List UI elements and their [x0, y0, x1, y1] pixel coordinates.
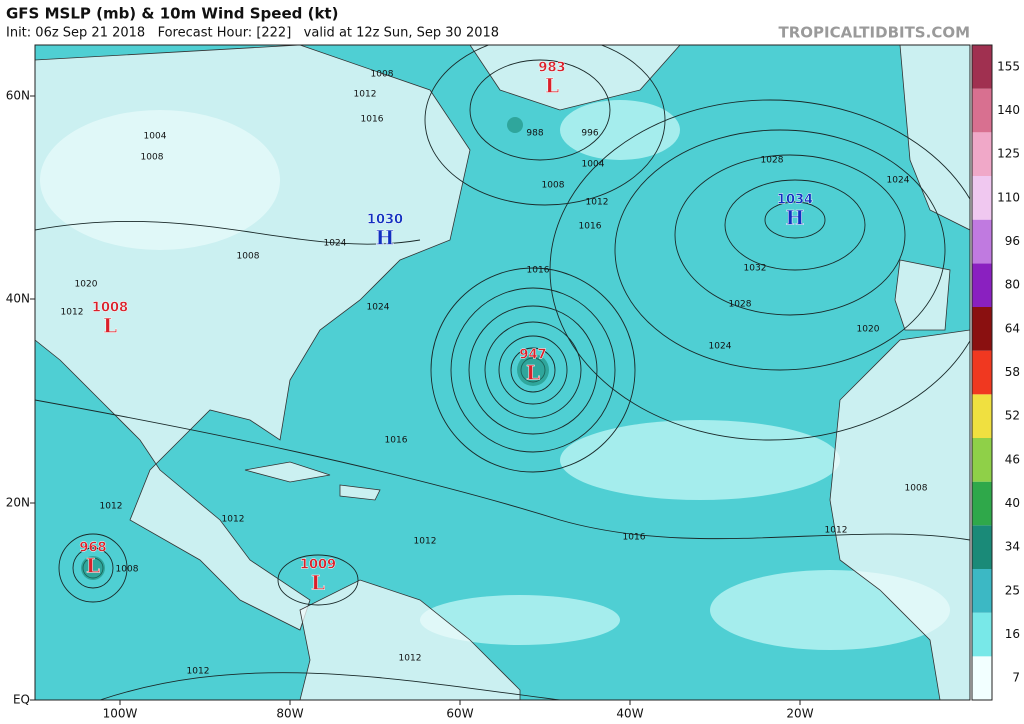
isobar-label: 1012: [354, 90, 377, 100]
isobar-label: 1008: [371, 70, 394, 80]
colorbar-band: [972, 132, 992, 176]
colorbar-band: [972, 656, 992, 700]
colorbar-label: 64: [1005, 321, 1020, 335]
isobar-label: 1024: [709, 342, 732, 352]
isobar-label: 1012: [399, 654, 422, 664]
map-area: 1008 1012 1004 1008 1016 988 996 1004 1008 1012 10…: [35, 45, 970, 700]
colorbar-label: 125: [997, 147, 1020, 161]
lon-label: 20W: [786, 707, 813, 721]
pressure-value: 947: [519, 348, 546, 363]
colorbar-label: 46: [1005, 452, 1020, 466]
isobar-label: 1004: [144, 132, 167, 142]
colorbar-band: [972, 88, 992, 133]
pressure-center: L: [311, 571, 325, 595]
lon-label: 40W: [616, 707, 643, 721]
isobar-label: 1004: [582, 160, 605, 170]
colorbar-label: 52: [1005, 409, 1020, 423]
colorbar-band: [972, 263, 992, 307]
colorbar-label: 110: [997, 190, 1020, 204]
colorbar-label: 155: [997, 59, 1020, 73]
colorbar-band: [972, 45, 992, 89]
isobar-label: 1012: [222, 515, 245, 525]
lon-label: 60W: [446, 707, 473, 721]
lat-label: 60N: [6, 89, 30, 103]
isobar-label: 1032: [744, 264, 767, 274]
colorbar-band: [972, 525, 992, 569]
isobar-label: 1012: [61, 308, 84, 318]
isobar-label: 1008: [905, 484, 928, 494]
isobar-label: 1020: [75, 280, 98, 290]
colorbar-frame: [971, 44, 993, 701]
colorbar-label: 80: [1005, 278, 1020, 292]
colorbar-label: 34: [1005, 540, 1020, 554]
isobar-label: 988: [526, 129, 543, 139]
isobar-label: 1016: [527, 266, 550, 276]
isobar-label: 1012: [825, 526, 848, 536]
lat-label: 40N: [6, 292, 30, 306]
isobar-label: 1008: [237, 252, 260, 262]
map-frame: [34, 44, 971, 701]
isobar-label: 1028: [761, 156, 784, 166]
pressure-value: 1034: [777, 193, 813, 208]
isobar-label: 1016: [361, 115, 384, 125]
isobar-label: 1016: [623, 533, 646, 543]
isobar-label: 1024: [887, 176, 910, 186]
pressure-center: H: [786, 206, 805, 230]
pressure-center: L: [86, 554, 100, 578]
pressure-value: 983: [538, 61, 565, 76]
pressure-value: 1009: [300, 558, 336, 573]
colorbar-label: 7: [1012, 671, 1020, 685]
pressure-value: 1008: [92, 301, 128, 316]
colorbar-label: 40: [1005, 496, 1020, 510]
colorbar-band: [972, 569, 992, 613]
isobar-label: 996: [581, 129, 598, 139]
title: GFS MSLP (mb) & 10m Wind Speed (kt): [6, 5, 338, 23]
pressure-center: L: [545, 74, 559, 98]
isobar-label: 1028: [729, 300, 752, 310]
isobar-label: 1012: [100, 502, 123, 512]
isobar-label: 1020: [857, 325, 880, 335]
isobar-label: 1024: [324, 239, 347, 249]
pressure-value: 1030: [367, 213, 403, 228]
pressure-center: H: [376, 226, 395, 250]
pressure-value: 968: [79, 541, 106, 556]
isobar-label: 1024: [367, 303, 390, 313]
pressure-center: L: [526, 361, 540, 385]
isobar-label: 1016: [385, 436, 408, 446]
isobar-label: 1016: [579, 222, 602, 232]
colorbar-label: 25: [1005, 583, 1020, 597]
isobar-label: 1012: [187, 667, 210, 677]
isobar-label: 1012: [586, 198, 609, 208]
brand: TROPICALTIDBITS.COM: [779, 24, 971, 42]
colorbar-band: [972, 612, 992, 657]
isobar-label: 1008: [141, 153, 164, 163]
isobar-label: 1012: [414, 537, 437, 547]
pressure-center: L: [103, 314, 117, 338]
subtitle: Init: 06z Sep 21 2018 Forecast Hour: [22…: [6, 26, 499, 41]
lat-label: EQ: [13, 693, 30, 707]
isobar-label: 1008: [116, 565, 139, 575]
colorbar-band: [972, 176, 992, 220]
colorbar-label: 96: [1005, 234, 1020, 248]
colorbar-band: [972, 438, 992, 482]
lon-label: 80W: [276, 707, 303, 721]
colorbar-band: [972, 350, 992, 395]
colorbar-band: [972, 394, 992, 438]
lon-label: 100W: [103, 707, 138, 721]
colorbar-band: [972, 481, 992, 526]
colorbar-label: 140: [997, 103, 1020, 117]
colorbar-band: [972, 219, 992, 264]
colorbar-band: [972, 307, 992, 351]
isobar-label: 1008: [542, 181, 565, 191]
colorbar-label: 58: [1005, 365, 1020, 379]
colorbar-label: 16: [1005, 627, 1020, 641]
lat-label: 20N: [6, 496, 30, 510]
